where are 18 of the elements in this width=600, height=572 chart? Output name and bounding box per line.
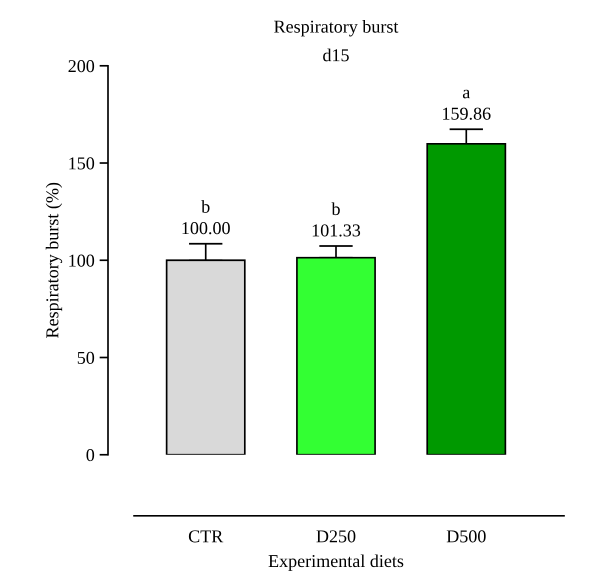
y-tick-label: 0 [86, 448, 94, 462]
annotation: b [331, 202, 340, 216]
y-tick-label: 150 [69, 157, 94, 170]
chart-title: Respiratory burst [274, 20, 398, 36]
data-label: 159.86 [443, 108, 491, 120]
x-tick-label: D500 [446, 530, 486, 542]
annotation: a [462, 90, 470, 98]
data-label: 100.00 [182, 222, 230, 234]
y-axis-title: Respiratory burst (%) [46, 182, 62, 338]
x-tick-label: D250 [316, 530, 356, 542]
x-tick-label: CTR [188, 530, 224, 542]
y-tick-label: 50 [78, 352, 94, 364]
y-tick-label: 200 [68, 60, 94, 72]
x-axis-title: Experimental diets [268, 554, 404, 571]
y-tick-label: 100 [69, 254, 94, 267]
chart-subtitle: d15 [323, 48, 349, 62]
data-label: 101.33 [312, 224, 360, 237]
annotation: b [201, 200, 210, 213]
